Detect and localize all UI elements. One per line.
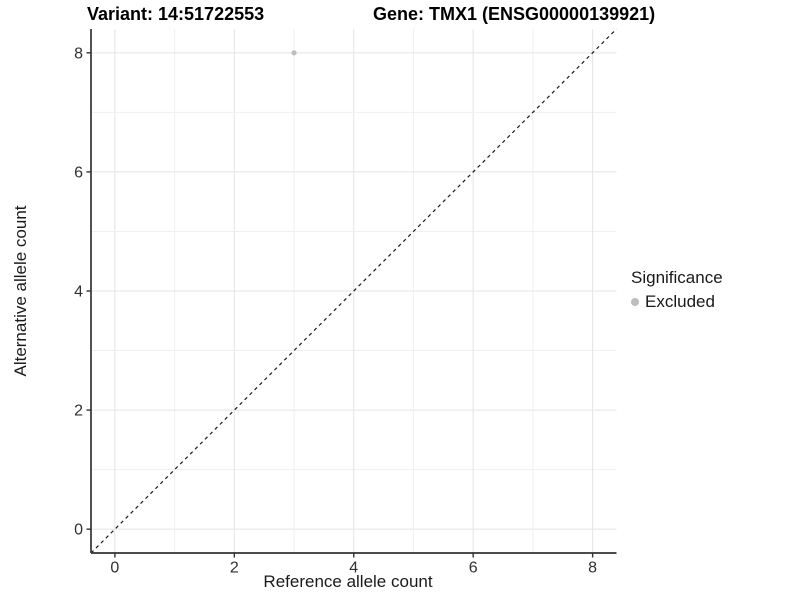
y-tick-label: 6	[74, 164, 83, 181]
data-point	[291, 50, 297, 56]
legend-point-icon	[631, 298, 639, 306]
y-tick-label: 2	[74, 403, 83, 420]
legend-title: Significance	[631, 268, 723, 287]
legend: Significance Excluded	[631, 268, 723, 312]
x-tick-label: 4	[349, 560, 358, 577]
x-tick-label: 2	[230, 560, 239, 577]
x-tick-label: 6	[469, 560, 478, 577]
x-tick-label: 0	[110, 560, 119, 577]
variant-title: Variant: 14:51722553	[87, 4, 265, 24]
y-tick-label: 0	[74, 522, 83, 539]
gene-title: Gene: TMX1 (ENSG00000139921)	[373, 4, 656, 24]
y-tick-label: 8	[74, 45, 83, 62]
x-tick-label: 8	[588, 560, 597, 577]
identity-line	[90, 28, 617, 554]
y-axis-title: Alternative allele count	[11, 205, 30, 377]
legend-item-excluded: Excluded	[631, 292, 723, 312]
x-axis-title: Reference allele count	[263, 572, 433, 591]
y-tick-label: 4	[74, 284, 83, 301]
legend-item-label: Excluded	[645, 292, 715, 311]
